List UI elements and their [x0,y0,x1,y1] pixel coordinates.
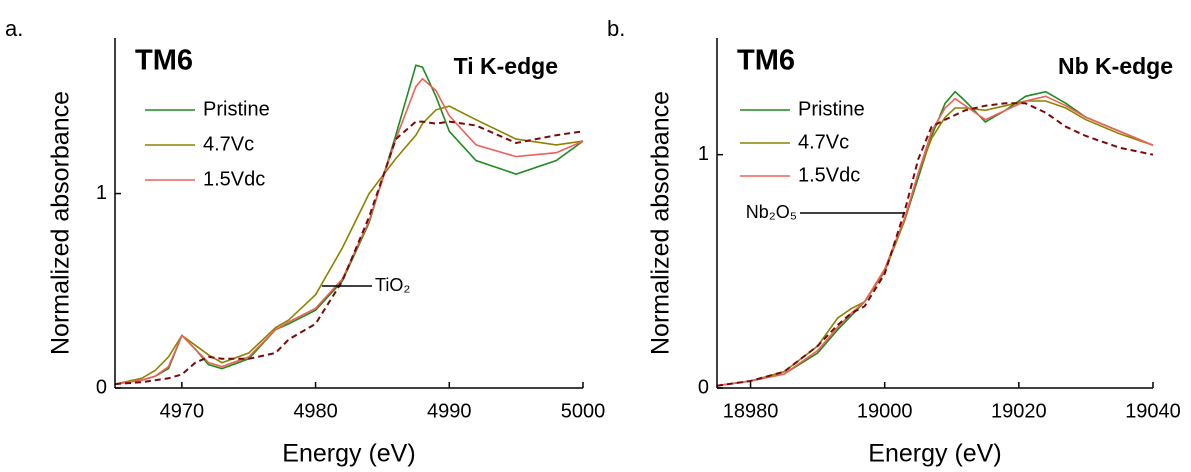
y-tick-label: 0 [698,376,709,398]
y-tick-label: 1 [698,143,709,165]
legend-label: 4.7Vc [798,131,849,153]
series-line [114,77,584,385]
panel-label: b. [607,16,625,41]
legend-label: 1.5Vdc [203,168,265,190]
sample-label: TM6 [737,45,795,77]
x-tick-label: 5000 [561,400,606,422]
panel-label: a. [5,16,23,41]
annotation: Nb₂O₅ [746,202,797,222]
legend-label: 1.5Vdc [798,164,860,186]
series-line [114,120,584,386]
x-tick-label: 4980 [293,400,338,422]
x-tick-label: 18980 [723,400,779,422]
y-tick-label: 1 [96,182,107,204]
x-tick-label: 19000 [857,400,913,422]
legend-label: Pristine [203,98,270,120]
y-tick-label: 0 [96,376,107,398]
x-axis-label: Energy (eV) [868,440,1001,468]
x-tick-label: 4970 [160,400,205,422]
x-tick-label: 4990 [427,400,472,422]
x-axis-label: Energy (eV) [282,440,415,468]
x-tick-label: 19040 [1125,400,1181,422]
legend-label: Pristine [798,98,865,120]
y-axis-label: Normalized absorbance [647,91,675,355]
chart-title: Nb K-edge [1058,53,1173,79]
series-line [114,64,584,385]
legend-label: 4.7Vc [203,133,254,155]
series-line [716,95,1154,387]
series-line [716,102,1154,387]
annotation: TiO₂ [375,275,410,295]
series-line [716,100,1154,387]
chart-title: Ti K-edge [454,53,558,79]
sample-label: TM6 [135,45,193,77]
y-axis-label: Normalized absorbance [47,91,75,355]
x-tick-label: 19020 [991,400,1047,422]
series-line [114,105,584,385]
